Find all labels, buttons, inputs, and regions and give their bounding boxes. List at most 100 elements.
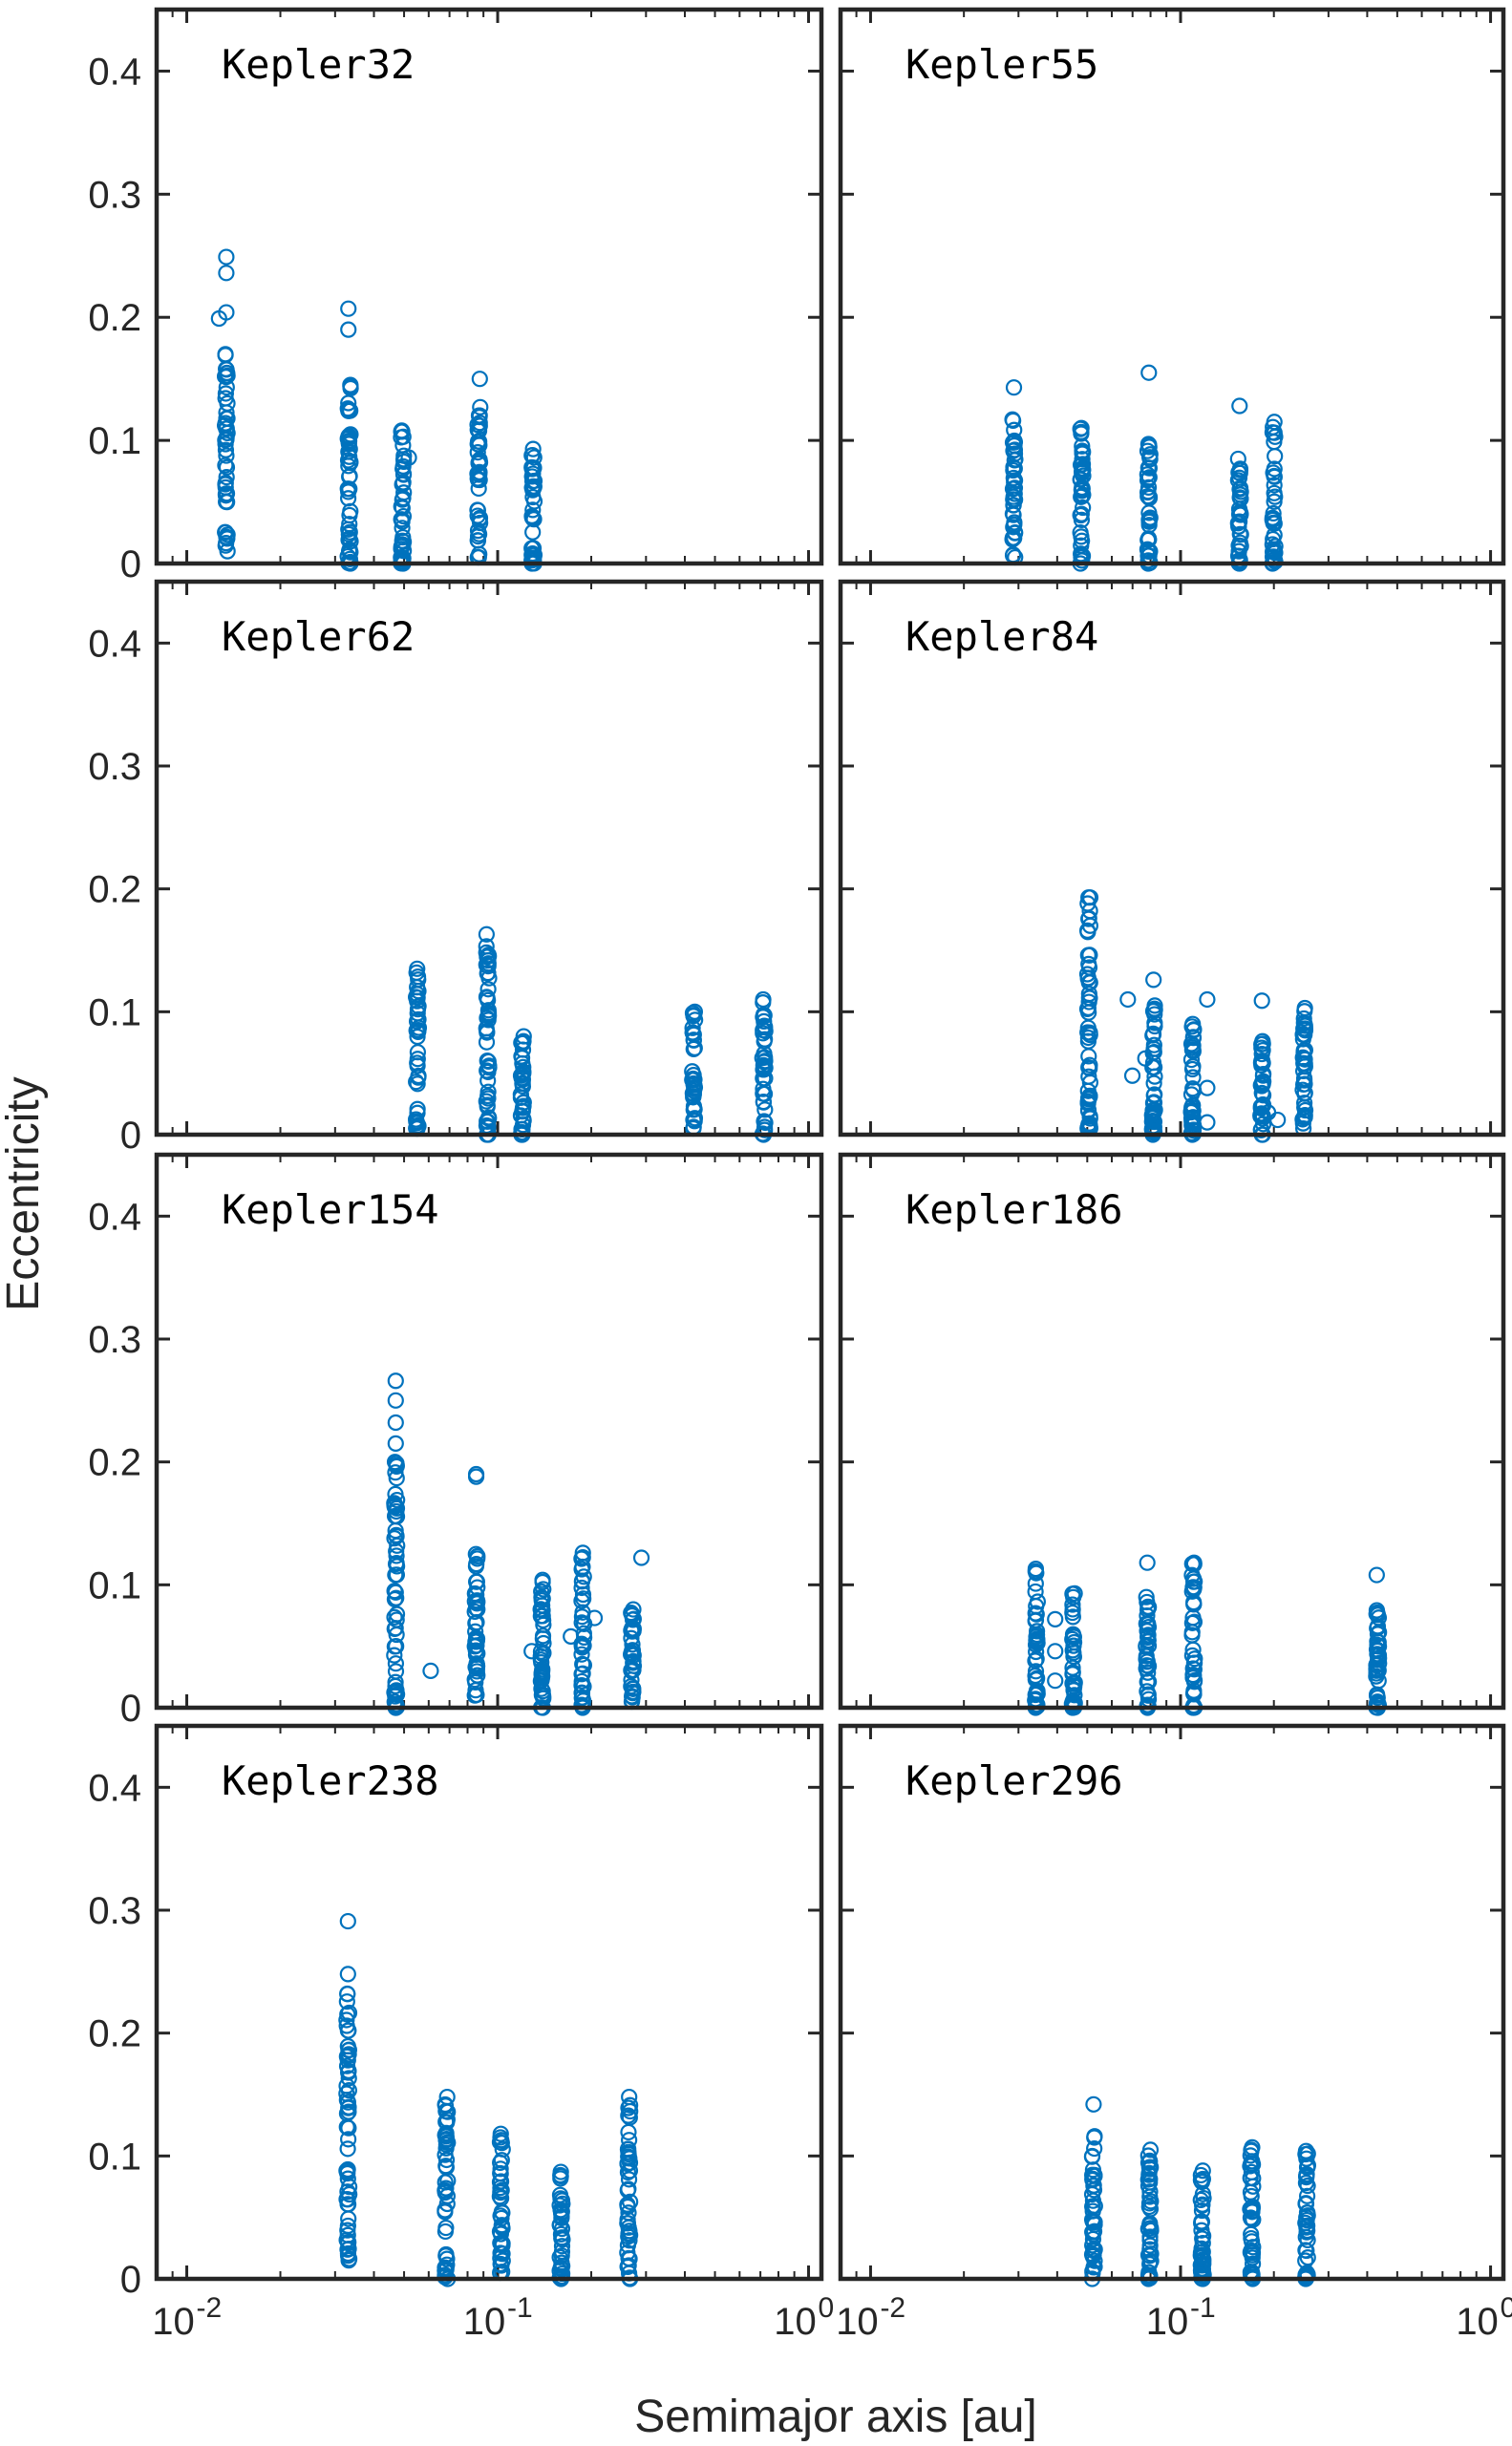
data-point: [1185, 1556, 1203, 1573]
data-point: [492, 2160, 509, 2178]
data-point: [1184, 1121, 1202, 1139]
data-point: [1139, 1664, 1157, 1681]
data-point: [1146, 1068, 1163, 1085]
data-point: [1368, 1566, 1385, 1584]
data-point: [339, 490, 357, 507]
data-point: [1297, 2167, 1315, 2185]
y-tick-label: 0.2: [88, 297, 141, 339]
data-point: [437, 2128, 455, 2145]
data-point: [410, 1010, 427, 1028]
data-point: [218, 458, 236, 476]
data-point: [534, 1573, 551, 1591]
panel-frame: [154, 7, 824, 566]
data-point: [686, 1039, 703, 1056]
data-point: [1084, 2192, 1102, 2209]
data-point: [339, 1912, 356, 1930]
data-point: [619, 2258, 636, 2275]
y-tick-label: 0.4: [88, 1196, 141, 1238]
data-point: [387, 1435, 404, 1452]
data-point: [479, 1022, 496, 1040]
data-point: [494, 2220, 511, 2237]
data-point: [341, 516, 358, 533]
data-point: [525, 449, 543, 466]
data-point: [514, 1077, 532, 1095]
data-point: [1139, 1627, 1157, 1644]
data-point: [339, 2140, 356, 2158]
data-point: [386, 1647, 403, 1664]
data-point: [1266, 477, 1283, 494]
panel-kepler62: 0 0.1 0.2 0.3 0.4 Kepler62: [88, 579, 824, 1157]
data-point: [1242, 2201, 1259, 2218]
data-point: [685, 1008, 702, 1025]
data-point: [219, 394, 236, 412]
data-point: [523, 447, 542, 464]
data-point: [1028, 1564, 1045, 1582]
data-point: [1137, 1050, 1154, 1067]
data-point: [1075, 499, 1092, 517]
data-point: [479, 957, 497, 975]
data-point: [341, 506, 358, 524]
data-point: [1142, 2245, 1160, 2263]
y-tick-label: 0: [120, 1115, 141, 1157]
data-point: [388, 1547, 405, 1564]
data-point: [1244, 2198, 1261, 2215]
data-point: [756, 1101, 774, 1118]
data-point: [533, 1680, 550, 1697]
data-point: [1065, 1648, 1082, 1665]
data-point: [523, 1643, 541, 1660]
data-point: [1185, 1613, 1203, 1630]
y-tick-label: 0.3: [88, 174, 141, 216]
data-point: [573, 1696, 590, 1713]
data-point: [219, 526, 236, 543]
data-point: [1028, 1682, 1046, 1700]
data-point: [340, 300, 357, 317]
data-point: [1232, 538, 1249, 555]
data-point: [1086, 2129, 1103, 2146]
data-point: [1231, 480, 1248, 498]
data-point: [1079, 1029, 1097, 1047]
data-point: [1074, 442, 1091, 459]
data-point: [1139, 483, 1157, 501]
data-point: [1080, 989, 1097, 1007]
data-point: [620, 2107, 637, 2124]
data-point: [1295, 1044, 1312, 1061]
data-point: [1296, 1072, 1313, 1089]
panel-kepler84: Kepler84: [838, 579, 1506, 1143]
data-point: [437, 2139, 455, 2157]
data-point: [532, 1651, 549, 1669]
data-point: [1072, 471, 1089, 488]
data-point: [1065, 1694, 1083, 1712]
data-point: [1139, 542, 1157, 559]
data-point: [437, 2259, 454, 2276]
data-point: [468, 1637, 485, 1654]
data-point: [1231, 513, 1248, 530]
data-point: [218, 248, 235, 266]
data-point: [470, 454, 487, 472]
data-point: [1073, 481, 1090, 499]
data-point: [479, 965, 497, 982]
data-point: [408, 1012, 426, 1030]
y-tick-label: 0.3: [88, 1890, 141, 1932]
data-point: [1252, 1054, 1270, 1072]
data-point: [1369, 1686, 1386, 1703]
y-tick-label: 0.1: [88, 991, 141, 1033]
data-point: [573, 1666, 590, 1683]
x-tick-label: 10: [774, 2301, 817, 2343]
data-point: [410, 1067, 427, 1085]
data-point: [437, 2245, 455, 2264]
x-tick-label: 10: [1146, 2301, 1189, 2343]
data-point: [338, 1993, 355, 2010]
data-point: [513, 1089, 530, 1106]
x-axis-title: Semimajor axis [au]: [634, 2392, 1036, 2442]
data-point: [1139, 1653, 1156, 1670]
panel-kepler186: Kepler186: [838, 1152, 1506, 1716]
data-point: [339, 2244, 357, 2263]
data-point: [1074, 451, 1091, 468]
data-point: [1242, 2209, 1260, 2226]
data-point: [479, 1096, 496, 1114]
data-point: [1299, 2204, 1316, 2222]
data-point: [1299, 2157, 1317, 2174]
data-point: [479, 1011, 497, 1029]
